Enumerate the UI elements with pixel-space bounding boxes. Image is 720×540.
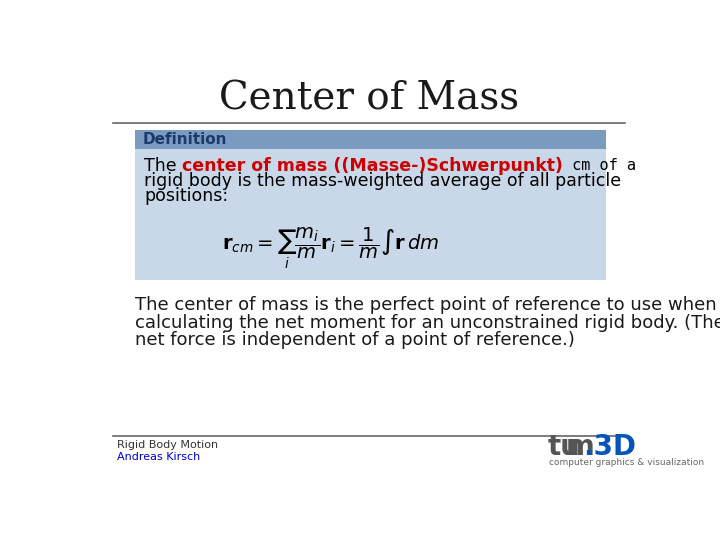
FancyBboxPatch shape [135, 130, 606, 148]
Text: Andreas Kirsch: Andreas Kirsch [117, 453, 200, 462]
Text: Center of Mass: Center of Mass [219, 81, 519, 118]
Text: The center of mass is the perfect point of reference to use when: The center of mass is the perfect point … [135, 296, 716, 314]
Text: tu: tu [547, 433, 580, 461]
Text: m: m [566, 433, 595, 461]
Text: positions:: positions: [144, 187, 228, 206]
Text: calculating the net moment for an unconstrained rigid body. (The: calculating the net moment for an uncons… [135, 314, 720, 332]
Text: center of mass ((Masse-)Schwerpunkt): center of mass ((Masse-)Schwerpunkt) [182, 157, 563, 174]
Text: The: The [144, 157, 182, 174]
Text: computer graphics & visualization: computer graphics & visualization [549, 457, 704, 467]
Text: .3D: .3D [583, 433, 636, 461]
Text: Rigid Body Motion: Rigid Body Motion [117, 440, 218, 450]
Text: Definition: Definition [143, 132, 228, 147]
Text: rigid body is the mass-weighted average of all particle: rigid body is the mass-weighted average … [144, 172, 621, 190]
FancyBboxPatch shape [135, 130, 606, 280]
Text: net force is independent of a point of reference.): net force is independent of a point of r… [135, 332, 575, 349]
Text: $\mathbf{r}_{cm} = \sum_i \dfrac{m_i}{m} \mathbf{r}_i = \dfrac{1}{m} \int \mathb: $\mathbf{r}_{cm} = \sum_i \dfrac{m_i}{m}… [222, 225, 439, 271]
Text: cm of a: cm of a [563, 158, 636, 173]
